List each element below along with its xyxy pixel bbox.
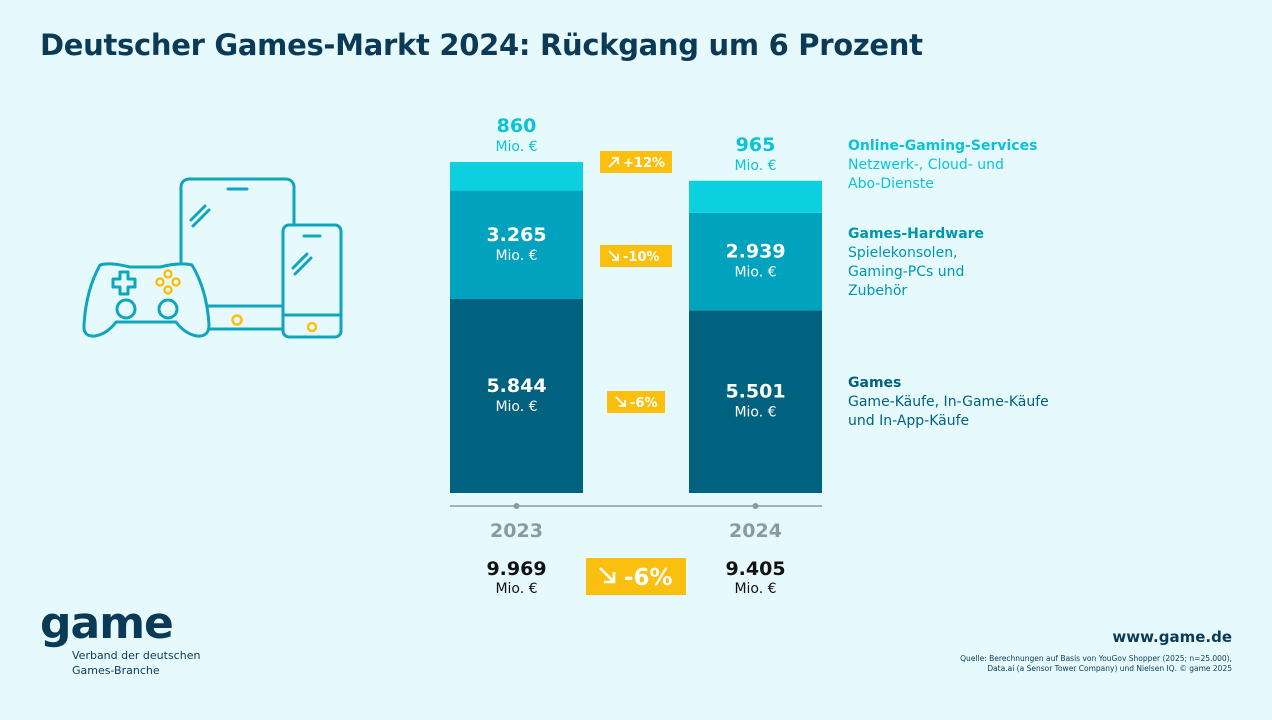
bar-segment xyxy=(450,190,583,299)
page-title: Deutscher Games-Markt 2024: Rückgang um … xyxy=(40,28,923,62)
data-label-unit: Mio. € xyxy=(495,399,537,415)
data-label: 5.501 xyxy=(725,381,785,403)
smartphone-icon xyxy=(281,223,343,339)
bar-segment xyxy=(450,298,583,493)
bar-segment xyxy=(450,162,583,191)
change-label: -6% xyxy=(630,396,657,411)
legend-item-games: Games Game-Käufe, In-Game-Käufe und In-A… xyxy=(848,374,1049,431)
data-label: 3.265 xyxy=(486,224,546,246)
gamepad-icon xyxy=(82,262,211,338)
data-label: 965 xyxy=(736,134,776,156)
tick-label: 2023 xyxy=(490,520,543,542)
legend-desc: Netzwerk-, Cloud- und Abo-Dienste xyxy=(848,157,1004,192)
arrow-down-right-icon xyxy=(615,396,626,407)
data-label-unit: Mio. € xyxy=(495,139,537,155)
total-label: 9.969 xyxy=(486,558,546,580)
arrow-down-right-icon xyxy=(608,250,619,261)
data-label: 2.939 xyxy=(725,241,785,263)
bar-segment xyxy=(689,310,822,493)
game-logo: game xyxy=(40,598,174,649)
change-badge xyxy=(607,391,665,413)
bar-segment xyxy=(689,212,822,311)
logo-subtitle: Verband der deutschen Games-Branche xyxy=(72,649,201,677)
data-label: 860 xyxy=(497,115,537,137)
legend-desc: Spielekonsolen, Gaming-PCs und Zubehör xyxy=(848,245,965,299)
total-change-badge xyxy=(586,558,686,595)
data-label-unit: Mio. € xyxy=(734,405,776,421)
total-unit: Mio. € xyxy=(734,581,776,597)
legend-item-online-gaming-services: Online-Gaming-Services Netzwerk-, Cloud-… xyxy=(848,137,1037,194)
data-label: 5.844 xyxy=(486,375,546,397)
source-note: Quelle: Berechnungen auf Basis von YouGo… xyxy=(960,654,1232,673)
change-label: -10% xyxy=(623,250,660,265)
bar-segment xyxy=(689,180,822,213)
legend-title: Online-Gaming-Services xyxy=(848,138,1038,154)
tick-label: 2024 xyxy=(729,520,782,542)
change-label: +12% xyxy=(623,156,665,171)
total-change-label: -6% xyxy=(624,565,673,591)
change-badge xyxy=(600,151,672,173)
axis-tick xyxy=(752,503,759,509)
legend-desc: Game-Käufe, In-Game-Käufe und In-App-Käu… xyxy=(848,394,1049,429)
website-link[interactable]: www.game.de xyxy=(1112,628,1232,646)
total-unit: Mio. € xyxy=(495,581,537,597)
arrow-down-right-icon xyxy=(599,567,616,584)
arrow-up-right-icon xyxy=(608,157,619,168)
data-label-unit: Mio. € xyxy=(734,265,776,281)
data-label-unit: Mio. € xyxy=(734,158,776,174)
total-label: 9.405 xyxy=(725,558,785,580)
legend-item-games-hardware: Games-Hardware Spielekonsolen, Gaming-PC… xyxy=(848,225,984,301)
devices-illustration xyxy=(82,177,343,339)
change-badge xyxy=(600,245,672,267)
data-label-unit: Mio. € xyxy=(495,248,537,264)
legend-title: Games xyxy=(848,375,902,391)
legend-title: Games-Hardware xyxy=(848,226,985,242)
axis-tick xyxy=(513,503,520,509)
